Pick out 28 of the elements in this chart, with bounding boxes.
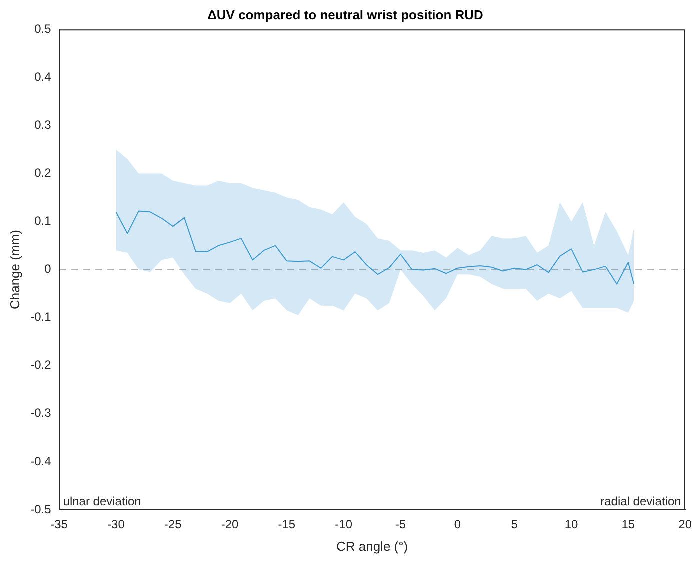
x-tick-label: 20 (678, 518, 692, 532)
y-tick-label: 0.5 (34, 22, 52, 36)
y-tick-label: 0.4 (34, 70, 52, 84)
y-tick-label: -0.3 (30, 406, 52, 420)
y-tick-label: 0.3 (34, 118, 52, 132)
y-tick-label: 0.1 (34, 214, 52, 228)
y-tick-label: 0.2 (34, 166, 52, 180)
y-axis-title: Change (mm) (7, 230, 22, 310)
x-tick-label: 0 (454, 518, 462, 532)
annotation: radial deviation (600, 494, 682, 508)
x-tick-label: 10 (564, 518, 578, 532)
x-tick-label: 5 (511, 518, 518, 532)
x-tick-label: -30 (108, 518, 126, 532)
annotation: ulnar deviation (63, 494, 142, 508)
x-tick-label: -20 (221, 518, 240, 532)
y-tick-label: -0.4 (30, 454, 52, 468)
y-tick-label: 0 (44, 262, 52, 276)
x-tick-label: -35 (50, 518, 68, 532)
y-tick-label: -0.1 (30, 310, 52, 324)
x-tick-label: -5 (395, 518, 406, 532)
x-axis-title: CR angle (°) (336, 538, 408, 554)
x-tick-label: -10 (335, 518, 353, 532)
x-tick-label: -25 (164, 518, 182, 532)
y-tick-label: -0.5 (30, 502, 52, 516)
x-tick-label: -15 (278, 518, 296, 532)
y-tick-label: -0.2 (30, 358, 52, 372)
chart-title: ΔUV compared to neutral wrist position RUD (208, 7, 484, 22)
x-tick-label: 15 (622, 518, 636, 532)
